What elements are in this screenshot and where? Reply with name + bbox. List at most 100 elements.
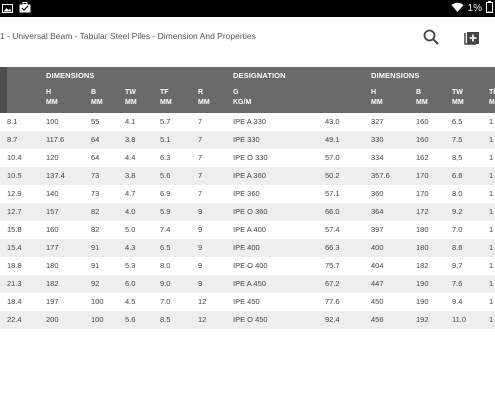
table-cell: 162 (416, 153, 429, 162)
table-cell: IPE 330 (233, 135, 260, 144)
column-header: H MM (371, 88, 383, 108)
search-icon (423, 29, 439, 50)
table-cell: 200 (46, 315, 59, 324)
table-row[interactable]: 10.5 137.4 73 3.8 5.6 7 IPE A 360 50.2 357.6 170 6… (0, 167, 495, 185)
table-cell: 66.3 (325, 243, 340, 252)
table-cell: IPE O 450 (233, 315, 268, 324)
table-cell: 82 (91, 225, 100, 234)
status-right: 1% (451, 0, 495, 17)
table-cell: 364 (371, 207, 384, 216)
table-cell: 170 (416, 171, 429, 180)
table-cell: 7.5 (452, 135, 463, 144)
column-header-label: G (233, 89, 239, 96)
table-cell: 8.5 (160, 315, 171, 324)
table-cell: 327 (371, 117, 384, 126)
table-cell: 64 (91, 153, 100, 162)
table-cell: 360 (371, 189, 384, 198)
table-cell: 197 (46, 297, 59, 306)
table-cell: 6.6 (452, 171, 463, 180)
column-header-label: H (371, 89, 377, 96)
table-cell: 180 (416, 243, 429, 252)
table-cell: 15.8 (7, 225, 22, 234)
table-cell: 64 (91, 135, 100, 144)
column-header: R MM (198, 88, 210, 108)
column-header-unit: MM (91, 99, 103, 106)
image-icon (2, 0, 13, 18)
table-row[interactable]: 8.1 100 55 4.1 5.7 7 IPE A 330 43.0 327 160 6.5 1 (0, 113, 495, 131)
table-row[interactable]: 15.4 177 91 4.3 6.5 9 IPE 400 66.3 400 180 8.6 1 (0, 239, 495, 257)
table-cell: 91 (91, 261, 100, 270)
table-cell: 140 (46, 189, 59, 198)
group-header: DIMENSIONS (46, 71, 95, 80)
table-cell: 160 (416, 135, 429, 144)
table-cell: 50.2 (325, 171, 340, 180)
table-cell: 1 (489, 297, 494, 306)
table-cell: 6.0 (125, 279, 136, 288)
properties-table[interactable]: DIMENSIONS DESIGNATION DIMENSIONS H MM B MM… (0, 67, 495, 400)
table-row[interactable]: 10.4 120 64 4.4 6.3 7 IPE O 330 57.0 334 162 8,5 1 (0, 149, 495, 167)
table-cell: 9.7 (452, 261, 463, 270)
table-row[interactable]: 18.4 197 100 4.5 7.0 12 IPE 450 77.6 450 190 9.4 1 (0, 293, 495, 311)
table-cell: 1 (489, 261, 494, 270)
table-cell: 8.6 (452, 243, 463, 252)
table-cell: 5.6 (125, 315, 136, 324)
table-cell: IPE A 330 (233, 117, 266, 126)
table-row[interactable]: 12.9 140 73 4.7 6.9 7 IPE 360 57.1 360 170 8.0 1 (0, 185, 495, 203)
column-header-label: H (46, 89, 52, 96)
table-cell: IPE 400 (233, 243, 260, 252)
table-cell: 6.5 (160, 243, 171, 252)
table-cell: 67.2 (325, 279, 340, 288)
header-lead (0, 67, 7, 113)
table-cell: 7.0 (452, 225, 463, 234)
table-cell: 4.1 (125, 117, 136, 126)
table-cell: IPE O 330 (233, 153, 268, 162)
table-cell: 9 (198, 243, 203, 252)
column-header: TW MM (452, 88, 464, 108)
add-button[interactable] (462, 29, 482, 49)
table-cell: 73 (91, 189, 100, 198)
battery-icon (486, 1, 493, 16)
table-cell: 182 (46, 279, 59, 288)
column-header-label: TF (489, 89, 495, 96)
table-row[interactable]: 8.7 117.6 64 3.8 5.1 7 IPE 330 49.1 330 160 7.5 1 (0, 131, 495, 149)
table-cell: 7.0 (160, 297, 171, 306)
table-cell: 172 (416, 207, 429, 216)
table-row[interactable]: 22.4 200 100 5.6 8.5 12 IPE O 450 92.4 456 192 11.… (0, 311, 495, 329)
group-header: DESIGNATION (233, 71, 286, 80)
table-cell: 1 (489, 189, 494, 198)
table-cell: 7 (198, 135, 203, 144)
table-cell: 1 (489, 171, 494, 180)
table-cell: 160 (46, 225, 59, 234)
table-cell: 1 (489, 279, 494, 288)
table-cell: 18.8 (7, 261, 22, 270)
table-row[interactable]: 18.8 180 91 5.3 8.0 9 IPE O 400 75.7 404 182 9.7 1 (0, 257, 495, 275)
table-cell: 18.4 (7, 297, 22, 306)
table-row[interactable]: 15.8 160 82 5.0 7.4 9 IPE A 400 57.4 397 180 7.0 1 (0, 221, 495, 239)
table-cell: 57.1 (325, 189, 340, 198)
table-row[interactable]: 21.3 182 92 6.0 9.0 9 IPE A 450 67.2 447 190 7.6 1 (0, 275, 495, 293)
table-cell: 92 (91, 279, 100, 288)
table-cell: 5.1 (160, 135, 171, 144)
table-cell: 330 (371, 135, 384, 144)
table-cell: 7 (198, 189, 203, 198)
table-cell: 21.3 (7, 279, 22, 288)
table-cell: 43.0 (325, 117, 340, 126)
table-cell: 4.5 (125, 297, 136, 306)
table-cell: 157 (46, 207, 59, 216)
table-cell: 55 (91, 117, 100, 126)
column-header-label: TF (160, 89, 169, 96)
table-cell: 57.4 (325, 225, 340, 234)
table-cell: 180 (416, 225, 429, 234)
table-header: DIMENSIONS DESIGNATION DIMENSIONS H MM B MM… (0, 67, 495, 113)
table-cell: 7 (198, 171, 203, 180)
table-cell: 11.0 (452, 315, 467, 324)
table-cell: 9 (198, 207, 203, 216)
column-header-unit: MM (416, 99, 428, 106)
search-button[interactable] (421, 29, 441, 49)
table-cell: IPE A 360 (233, 171, 266, 180)
table-row[interactable]: 12.7 157 82 4.0 5.9 9 IPE O 360 66.0 364 172 9.2 1 (0, 203, 495, 221)
table-cell: 12 (198, 315, 207, 324)
table-cell: 447 (371, 279, 384, 288)
table-cell: 137.4 (46, 171, 65, 180)
table-cell: 397 (371, 225, 384, 234)
